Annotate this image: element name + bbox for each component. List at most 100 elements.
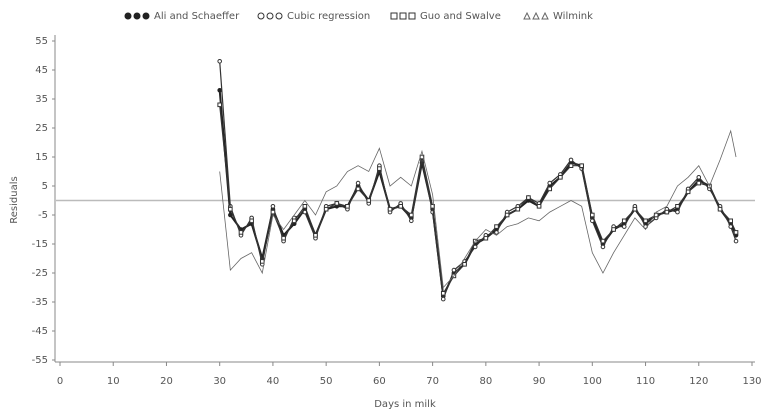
marker (643, 218, 648, 224)
marker (526, 195, 531, 200)
legend-label: Ali and Schaeffer (154, 11, 240, 22)
marker (217, 88, 222, 93)
x-tick-label: 10 (107, 376, 120, 387)
marker (133, 12, 141, 20)
marker (483, 235, 489, 241)
marker (238, 230, 244, 235)
marker (515, 206, 521, 212)
marker (275, 12, 283, 20)
x-tick-label: 20 (160, 376, 173, 387)
legend-label: Wilmink (553, 11, 593, 22)
series-line (219, 104, 737, 296)
marker (523, 11, 531, 20)
marker (249, 218, 254, 224)
series-line (218, 90, 737, 300)
marker (547, 186, 553, 192)
marker (696, 180, 702, 186)
marker (408, 12, 416, 20)
marker (541, 11, 549, 20)
marker (504, 212, 510, 218)
marker (733, 238, 739, 244)
marker (409, 212, 414, 218)
marker (600, 238, 606, 244)
marker (675, 209, 680, 215)
marker (377, 166, 382, 171)
marker (399, 12, 407, 20)
marker (717, 206, 723, 212)
marker (259, 259, 265, 264)
marker (733, 230, 739, 235)
y-tick-label: 15 (35, 152, 48, 163)
marker (430, 204, 435, 209)
marker (558, 175, 563, 180)
marker (266, 12, 274, 20)
x-tick-label: 110 (636, 376, 655, 387)
series-line (219, 129, 737, 289)
marker (334, 201, 340, 206)
marker (390, 12, 398, 20)
marker (124, 12, 132, 20)
x-tick-label: 50 (320, 376, 333, 387)
marker (675, 204, 680, 209)
marker (728, 218, 734, 224)
y-tick-label: -5 (38, 210, 48, 221)
marker (323, 206, 329, 212)
marker (451, 267, 457, 273)
marker (600, 244, 606, 250)
x-tick-label: 30 (213, 376, 226, 387)
marker (302, 204, 308, 209)
marker (632, 206, 638, 212)
marker (291, 218, 297, 224)
marker (536, 204, 542, 209)
marker (440, 291, 446, 296)
x-tick-label: 90 (533, 376, 546, 387)
marker (313, 233, 318, 238)
x-tick-label: 0 (57, 376, 63, 387)
marker (547, 180, 553, 186)
marker (355, 186, 361, 192)
x-tick-label: 70 (426, 376, 439, 387)
y-tick-label: 35 (35, 94, 48, 105)
marker (355, 180, 361, 186)
series-line (219, 61, 737, 300)
marker (568, 163, 574, 168)
marker (440, 296, 446, 302)
y-tick-label: 55 (35, 36, 48, 47)
marker (568, 157, 574, 163)
marker (472, 244, 478, 250)
y-axis-label: Residuals (9, 176, 20, 223)
marker (494, 230, 499, 235)
marker (621, 224, 627, 229)
y-tick-label: -45 (32, 326, 48, 337)
y-tick-label: 5 (42, 181, 48, 192)
marker (532, 11, 540, 20)
marker (257, 12, 265, 20)
y-tick-label: 25 (35, 123, 48, 134)
x-tick-label: 40 (267, 376, 280, 387)
marker (494, 224, 499, 229)
marker (217, 59, 222, 64)
marker (270, 209, 276, 215)
marker (664, 209, 670, 215)
marker (685, 189, 691, 195)
marker (728, 224, 734, 229)
marker (579, 163, 584, 168)
x-tick-label: 60 (373, 376, 386, 387)
marker (621, 218, 627, 224)
marker (281, 235, 286, 241)
marker (462, 262, 467, 267)
y-tick-label: 45 (35, 65, 48, 76)
marker (228, 206, 233, 212)
marker (387, 206, 393, 212)
marker (142, 12, 150, 20)
marker (611, 227, 616, 232)
legend-label: Cubic regression (287, 11, 370, 22)
x-axis-label: Days in milk (374, 399, 436, 409)
legend-label: Guo and Swalve (420, 11, 501, 22)
marker (345, 204, 350, 209)
marker (696, 175, 702, 180)
x-tick-label: 80 (479, 376, 492, 387)
x-tick-label: 130 (742, 376, 761, 387)
marker (270, 204, 276, 209)
